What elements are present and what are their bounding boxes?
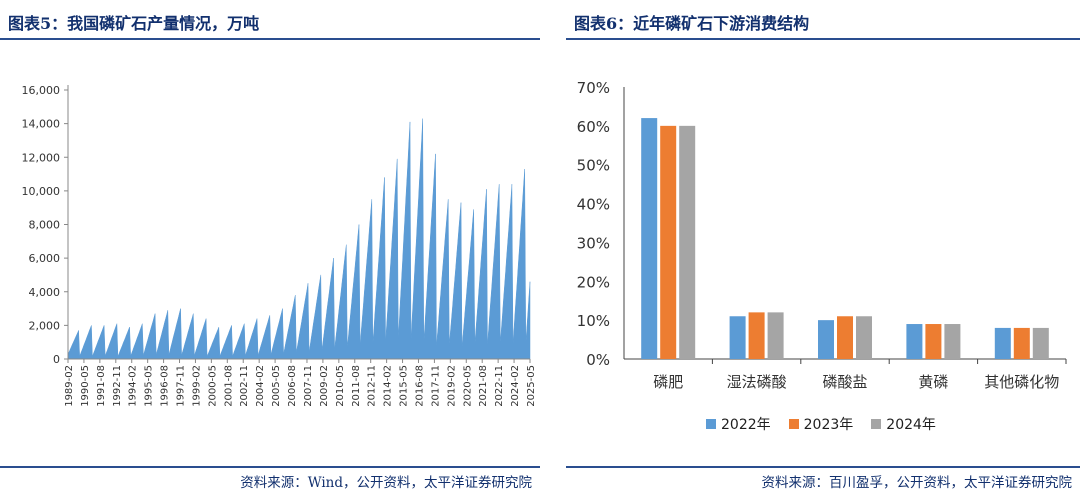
bar-2024年-湿法磷酸	[767, 312, 784, 359]
legend-item: 2023年	[788, 414, 854, 434]
right-source-rule	[566, 466, 1080, 468]
bar-2024年-其他磷化物	[1032, 327, 1049, 359]
x-tick-label: 2024-02	[510, 365, 521, 407]
left-panel: 图表5：我国磷矿石产量情况，万吨 0 2,000 4,000 6,000 8,000 10…	[0, 14, 540, 491]
x-tick-label: 1989-02	[64, 365, 75, 407]
y-tick-label: 12,000	[22, 151, 61, 164]
x-tick-label: 1992-11	[112, 365, 123, 407]
bar-2022年-湿法磷酸	[729, 316, 746, 359]
x-category-label: 湿法磷酸	[727, 373, 787, 391]
legend-label: 2022年	[721, 417, 771, 433]
right-panel: 图表6：近年磷矿石下游消费结构 0% 10% 20% 30% 40% 50% 60% 70% 磷…	[566, 0, 1080, 496]
x-tick-label: 1996-08	[160, 365, 171, 407]
y-tick-label: 40%	[577, 196, 610, 214]
legend-swatch	[871, 419, 882, 429]
y-tick-label: 60%	[577, 118, 610, 136]
x-tick-label: 2020-05	[462, 365, 473, 407]
left-title-rule	[0, 38, 540, 40]
x-tick-label: 1997-11	[176, 365, 187, 407]
y-tick-label: 50%	[577, 157, 610, 175]
bar-2022年-磷酸盐	[818, 320, 834, 359]
y-tick-label: 30%	[577, 234, 610, 252]
x-tick-label: 1990-05	[80, 365, 91, 407]
y-tick-label: 0%	[586, 351, 610, 369]
y-tick-label: 10%	[577, 312, 610, 330]
left-source-note: 资料来源：Wind，公开资料，太平洋证券研究院	[240, 475, 532, 491]
x-tick-label: 2012-11	[367, 365, 378, 407]
x-tick-label: 1991-08	[96, 365, 107, 407]
y-tick-label: 20%	[577, 273, 610, 291]
x-tick-label: 2021-08	[478, 365, 489, 407]
legend-item: 2024年	[871, 414, 936, 434]
bar-2023年-湿法磷酸	[748, 312, 765, 359]
legend-swatch	[788, 419, 799, 429]
production-area-chart: 0 2,000 4,000 6,000 8,000 10,000 12,000 14,000 1…	[22, 84, 538, 407]
x-tick-label: 2015-05	[399, 365, 410, 407]
x-tick-label: 2007-11	[303, 365, 314, 407]
bar-2023年-黄磷	[925, 324, 942, 359]
x-category-label: 黄磷	[918, 373, 948, 391]
bar-2022年-黄磷	[906, 324, 923, 359]
y-tick-label: 14,000	[22, 118, 61, 131]
x-category-label: 其他磷化物	[984, 373, 1059, 391]
x-category-label: 磷肥	[653, 373, 683, 391]
consumption-bar-chart: 0% 10% 20% 30% 40% 50% 60% 70% 磷肥 湿法磷酸 磷酸盐 黄磷 其他磷化物	[577, 79, 1067, 391]
y-tick-label: 70%	[577, 79, 610, 97]
left-source-rule	[0, 466, 540, 468]
y-tick-label: 8,000	[29, 219, 61, 232]
x-tick-label: 1995-05	[144, 365, 155, 407]
bar-chart-legend: 2022年 2023年 2024年	[706, 414, 936, 434]
x-tick-label: 2019-02	[446, 365, 457, 407]
x-tick-label: 2016-08	[414, 365, 425, 407]
y-tick-label: 6,000	[29, 252, 61, 265]
x-tick-label: 2022-11	[494, 365, 505, 407]
legend-label: 2023年	[803, 417, 854, 433]
right-chart-title: 图表6：近年磷矿石下游消费结构	[574, 14, 810, 33]
x-tick-label: 1999-02	[191, 365, 202, 407]
bar-2022年-磷肥	[641, 118, 658, 359]
x-tick-label: 2005-05	[271, 365, 282, 407]
x-tick-label: 2001-08	[223, 365, 234, 407]
x-tick-label: 2000-05	[207, 365, 218, 407]
legend-label: 2024年	[886, 417, 936, 433]
x-tick-label: 2010-05	[335, 365, 346, 407]
right-title-rule	[566, 38, 1080, 40]
x-tick-label: 2006-08	[287, 365, 298, 407]
y-tick-label: 16,000	[22, 84, 61, 97]
bar-2023年-磷肥	[660, 125, 677, 359]
x-tick-label: 2002-11	[239, 365, 250, 407]
x-tick-label: 2009-02	[319, 365, 330, 407]
production-area	[67, 118, 531, 360]
y-tick-label: 2,000	[29, 319, 61, 332]
x-category-label: 磷酸盐	[822, 373, 867, 391]
x-tick-label: 2004-02	[255, 365, 266, 407]
x-tick-label: 2025-05	[526, 365, 537, 407]
x-tick-label: 2014-02	[383, 365, 394, 407]
bar-2023年-磷酸盐	[837, 316, 853, 359]
right-source-note: 资料来源：百川盈孚，公开资料，太平洋证券研究院	[761, 475, 1073, 491]
left-chart-title: 图表5：我国磷矿石产量情况，万吨	[8, 14, 260, 33]
bar-2023年-其他磷化物	[1013, 327, 1030, 359]
bar-2024年-黄磷	[944, 324, 961, 359]
bar-2024年-磷酸盐	[856, 316, 872, 359]
x-tick-label: 2011-08	[351, 365, 362, 407]
x-tick-label: 2017-11	[430, 365, 441, 407]
y-tick-label: 10,000	[22, 185, 61, 198]
legend-swatch	[706, 419, 716, 429]
y-tick-label: 0	[53, 353, 60, 366]
bar-2024年-磷肥	[679, 125, 696, 359]
bar-2022年-其他磷化物	[994, 327, 1011, 359]
legend-item: 2022年	[706, 414, 771, 434]
x-tick-label: 1994-02	[128, 365, 139, 407]
y-tick-label: 4,000	[29, 286, 61, 299]
